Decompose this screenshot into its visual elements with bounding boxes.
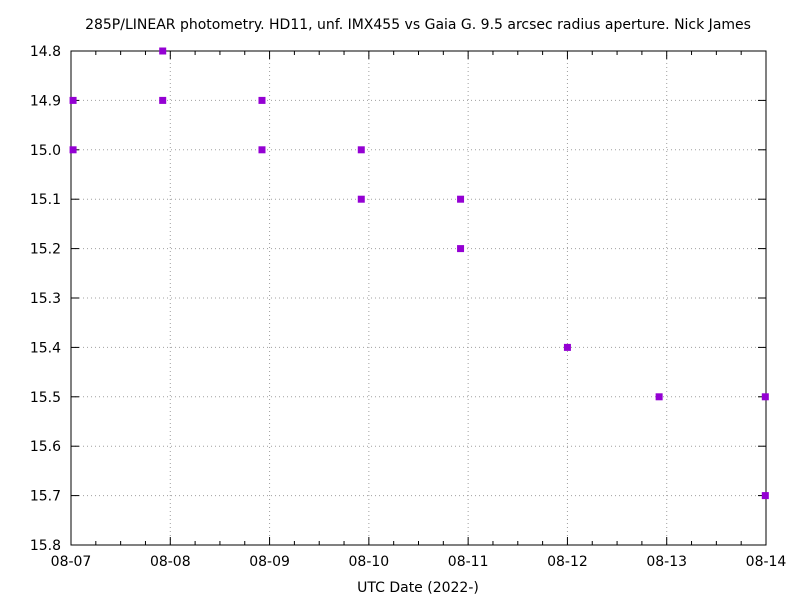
grid bbox=[71, 51, 766, 545]
data-point bbox=[357, 146, 365, 154]
y-tick-label: 15.3 bbox=[30, 291, 61, 307]
data-point bbox=[761, 393, 769, 401]
y-tick-label: 15.6 bbox=[30, 439, 61, 455]
chart-title: 285P/LINEAR photometry. HD11, unf. IMX45… bbox=[85, 17, 751, 33]
x-tick-label: 08-08 bbox=[150, 554, 191, 570]
x-tick-label: 08-14 bbox=[746, 554, 787, 570]
y-tick-label: 15.4 bbox=[30, 340, 61, 356]
y-tick-label: 15.1 bbox=[30, 192, 61, 208]
y-tick-label: 15.2 bbox=[30, 242, 61, 258]
data-point bbox=[69, 96, 77, 104]
y-tick-label: 14.9 bbox=[30, 93, 61, 109]
x-tick-label: 08-10 bbox=[349, 554, 390, 570]
data-point bbox=[159, 96, 167, 104]
data-point bbox=[258, 96, 266, 104]
y-tick-label: 15.7 bbox=[30, 489, 61, 505]
data-point bbox=[258, 146, 266, 154]
x-tick-label: 08-12 bbox=[547, 554, 588, 570]
data-point bbox=[563, 343, 571, 351]
data-point bbox=[357, 195, 365, 203]
y-tick-label: 15.8 bbox=[30, 538, 61, 554]
x-tick-label: 08-11 bbox=[448, 554, 489, 570]
y-tick-label: 15.0 bbox=[30, 143, 61, 159]
data-point bbox=[69, 146, 77, 154]
y-tick-label: 15.5 bbox=[30, 390, 61, 406]
data-point bbox=[159, 47, 167, 55]
x-tick-label: 08-09 bbox=[249, 554, 290, 570]
data-point bbox=[457, 195, 465, 203]
x-axis-label: UTC Date (2022-) bbox=[357, 580, 479, 596]
data-points bbox=[69, 47, 769, 500]
data-point bbox=[761, 492, 769, 500]
x-tick-label: 08-13 bbox=[646, 554, 687, 570]
y-tick-label: 14.8 bbox=[30, 44, 61, 60]
data-point bbox=[655, 393, 663, 401]
x-tick-label: 08-07 bbox=[51, 554, 92, 570]
data-point bbox=[457, 245, 465, 253]
